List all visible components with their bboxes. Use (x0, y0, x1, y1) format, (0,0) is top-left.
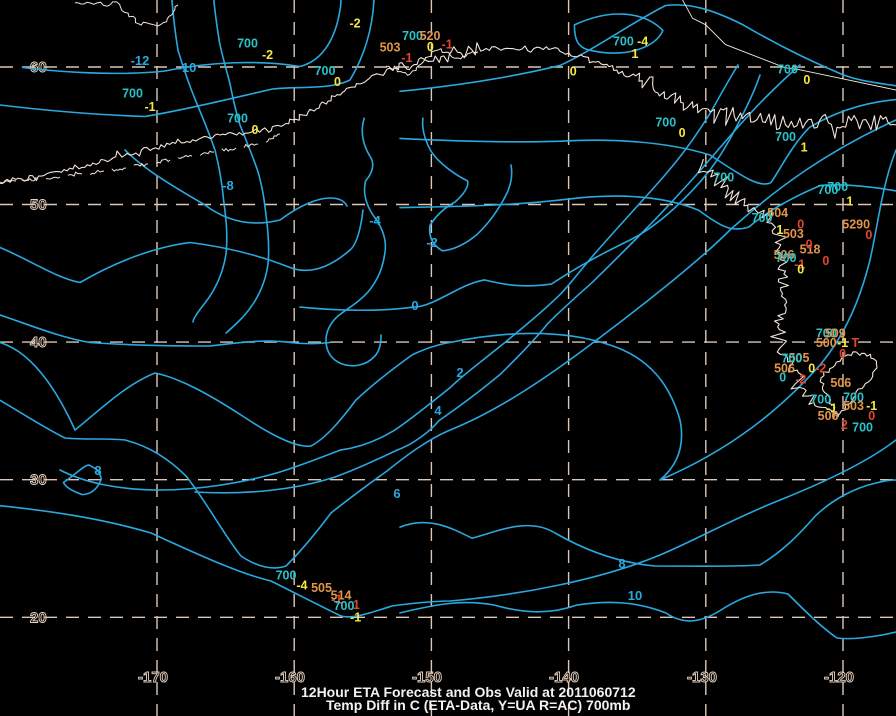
svg-text:0: 0 (427, 40, 434, 54)
svg-text:505: 505 (311, 581, 332, 595)
svg-text:6: 6 (393, 486, 400, 501)
svg-text:500: 500 (816, 336, 837, 350)
svg-text:700: 700 (852, 421, 873, 435)
svg-text:0: 0 (806, 237, 813, 251)
svg-text:8: 8 (94, 463, 101, 478)
svg-text:0: 0 (779, 371, 786, 385)
svg-text:700: 700 (817, 183, 838, 197)
svg-text:-2: -2 (349, 17, 360, 31)
svg-text:503: 503 (783, 227, 804, 241)
svg-text:506: 506 (830, 376, 851, 390)
svg-text:2: 2 (841, 418, 848, 432)
svg-text:0: 0 (570, 64, 577, 78)
svg-text:-1: -1 (144, 100, 155, 114)
svg-text:503: 503 (843, 399, 864, 413)
svg-text:2: 2 (456, 365, 463, 380)
svg-text:-4: -4 (369, 213, 381, 228)
svg-text:503: 503 (380, 41, 401, 55)
svg-text:0: 0 (252, 123, 259, 137)
svg-text:-2: -2 (795, 373, 806, 387)
svg-text:0: 0 (803, 73, 810, 87)
svg-text:50: 50 (30, 197, 47, 214)
svg-text:20: 20 (30, 609, 47, 626)
svg-text:506: 506 (818, 409, 839, 423)
svg-text:-4: -4 (637, 35, 648, 49)
svg-text:30: 30 (30, 472, 47, 489)
svg-text:-4: -4 (296, 579, 307, 593)
svg-text:10: 10 (628, 588, 642, 603)
svg-text:0: 0 (679, 126, 686, 140)
svg-text:-8: -8 (222, 178, 234, 193)
svg-text:T: T (851, 336, 859, 350)
svg-text:-2: -2 (262, 48, 273, 62)
svg-text:700: 700 (315, 64, 336, 78)
svg-text:0: 0 (822, 254, 829, 268)
svg-text:700: 700 (777, 62, 798, 76)
svg-text:0: 0 (839, 347, 846, 361)
svg-text:8: 8 (618, 556, 625, 571)
svg-text:60: 60 (30, 59, 47, 76)
svg-text:1: 1 (801, 140, 808, 154)
svg-text:-1: -1 (401, 51, 412, 65)
svg-text:700: 700 (227, 112, 248, 126)
svg-text:-1: -1 (442, 38, 453, 52)
svg-text:700: 700 (122, 87, 143, 101)
svg-text:0: 0 (334, 75, 341, 89)
svg-text:700: 700 (713, 171, 734, 185)
svg-text:700: 700 (775, 130, 796, 144)
svg-text:-1: -1 (350, 611, 361, 625)
svg-text:700: 700 (655, 116, 676, 130)
svg-text:1: 1 (632, 47, 639, 61)
svg-text:-12: -12 (131, 53, 150, 68)
svg-text:Temp Diff in C (ETA-Data, Y=UA: Temp Diff in C (ETA-Data, Y=UA R=AC) 700… (326, 697, 630, 713)
svg-text:0: 0 (808, 362, 815, 376)
svg-text:1: 1 (846, 195, 853, 209)
svg-text:700: 700 (276, 568, 297, 582)
svg-text:700: 700 (237, 37, 258, 51)
svg-text:700: 700 (752, 211, 773, 225)
svg-text:-2: -2 (815, 362, 826, 376)
svg-text:0: 0 (797, 263, 804, 277)
svg-text:-2: -2 (426, 235, 438, 250)
svg-text:40: 40 (30, 334, 47, 351)
svg-text:-130: -130 (687, 669, 717, 686)
svg-text:-170: -170 (138, 669, 168, 686)
svg-text:4: 4 (434, 403, 442, 418)
svg-text:-10: -10 (178, 60, 197, 75)
svg-text:0: 0 (865, 228, 872, 242)
svg-text:0: 0 (411, 298, 418, 313)
svg-text:-120: -120 (824, 669, 854, 686)
